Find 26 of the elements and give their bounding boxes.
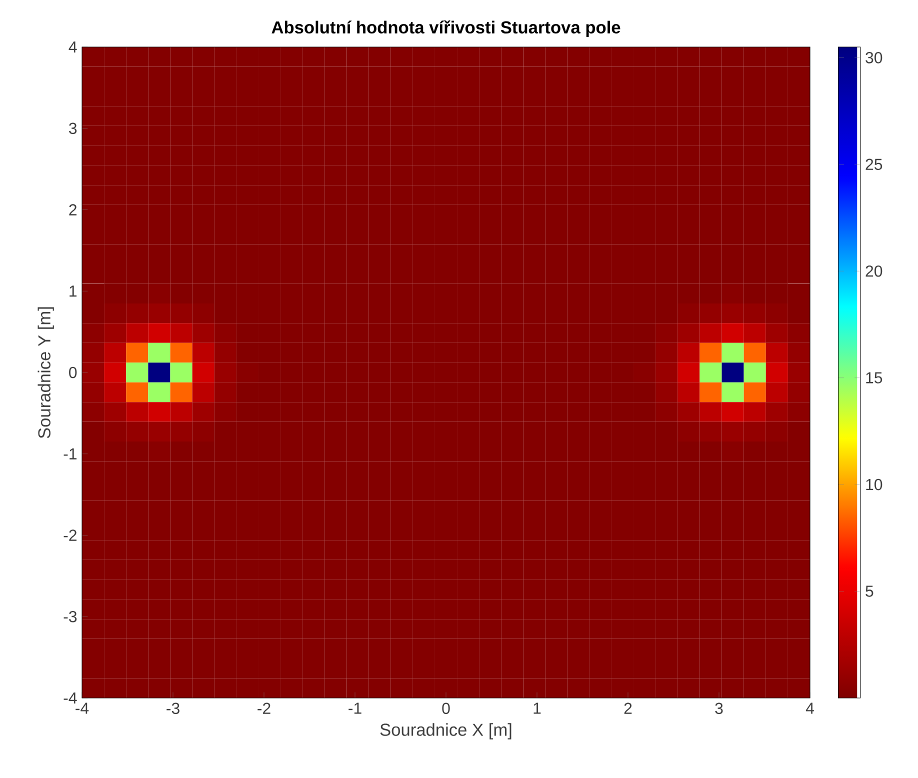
x-tick-label: -3 [166, 702, 180, 714]
y-tick-label: -3 [64, 610, 77, 622]
x-tick-label: 1 [534, 702, 541, 714]
color-bar-label: 30 [866, 52, 882, 64]
x-tick-label: 0 [442, 702, 450, 714]
y-tick-label: -4 [64, 692, 77, 704]
y-tick-label: -2 [64, 530, 76, 541]
chart-title: Absolutní hodnota vířivosti Stuartova pole [272, 20, 620, 37]
color-bar-label: 5 [866, 586, 874, 597]
y-tick-label: 1 [70, 286, 77, 297]
x-tick-label: -1 [348, 702, 362, 714]
y-tick-label: 2 [69, 204, 76, 216]
x-tick-label: 2 [624, 702, 632, 714]
color-bar-label: 15 [866, 372, 882, 384]
y-tick-label: -1 [64, 448, 77, 460]
color-bar-label: 25 [866, 158, 882, 170]
color-bar-label: 20 [866, 265, 882, 277]
color-bar-label: 10 [866, 478, 882, 490]
x-axis-title: Souradnice X [m] [380, 723, 512, 740]
y-tick-label: 4 [68, 42, 77, 52]
y-tick-label: 3 [69, 122, 77, 134]
y-tick-label: 0 [69, 366, 77, 378]
x-tick-label: -2 [258, 702, 270, 714]
x-tick-label: 3 [715, 702, 723, 714]
y-axis-title: Souradnice Y [m] [38, 307, 54, 438]
x-tick-label: 4 [806, 702, 814, 714]
